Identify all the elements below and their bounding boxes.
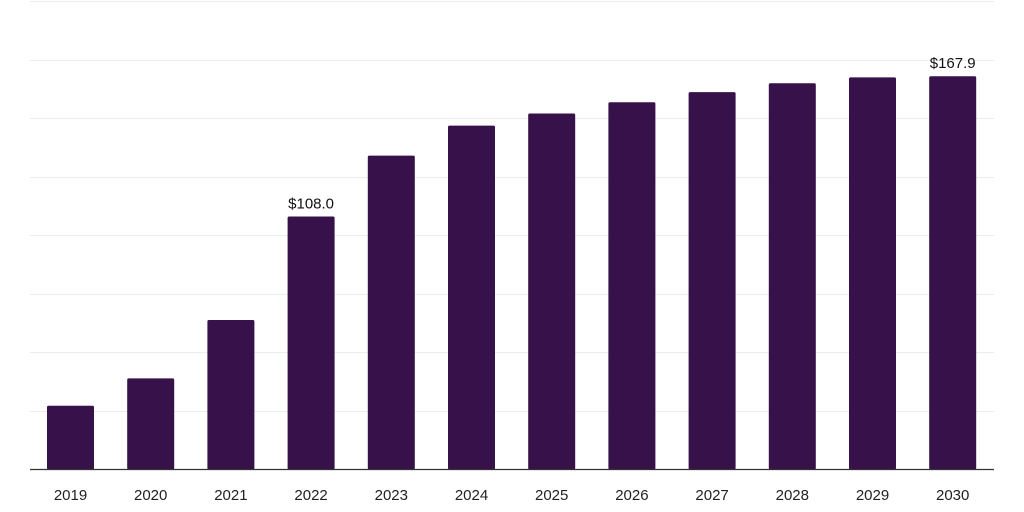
- x-tick-label-2021: 2021: [214, 487, 247, 504]
- x-axis-ticks: 2019 2020 2021 2022 2023 2024 2025 2026 2027 2028…: [54, 487, 970, 504]
- bar-2025: [528, 113, 576, 470]
- bar-2030: [929, 76, 977, 470]
- x-tick-label-2019: 2019: [54, 487, 87, 504]
- data-label-2030: $167.9: [930, 55, 976, 72]
- bar-2028: [768, 83, 816, 470]
- bar-2021: [207, 320, 255, 470]
- data-label-2022: $108.0: [288, 196, 334, 213]
- gridlines: [30, 1, 994, 412]
- bar-2023: [367, 155, 415, 470]
- bar-2022: [287, 216, 335, 470]
- x-tick-label-2022: 2022: [294, 487, 327, 504]
- x-tick-label-2023: 2023: [375, 487, 408, 504]
- x-tick-label-2024: 2024: [455, 487, 488, 504]
- x-tick-label-2025: 2025: [535, 487, 568, 504]
- bars: [47, 76, 977, 470]
- bar-2026: [608, 102, 656, 470]
- bar-2027: [688, 92, 736, 470]
- x-tick-label-2028: 2028: [776, 487, 809, 504]
- x-tick-label-2027: 2027: [695, 487, 728, 504]
- bar-2019: [47, 405, 94, 470]
- x-tick-label-2026: 2026: [615, 487, 648, 504]
- bar-2029: [849, 77, 896, 470]
- bar-2024: [448, 125, 495, 470]
- x-tick-label-2029: 2029: [856, 487, 889, 504]
- bar-2020: [127, 378, 175, 470]
- x-tick-label-2020: 2020: [134, 487, 167, 504]
- data-labels: $108.0 $167.9: [288, 55, 975, 212]
- x-tick-label-2030: 2030: [936, 487, 969, 504]
